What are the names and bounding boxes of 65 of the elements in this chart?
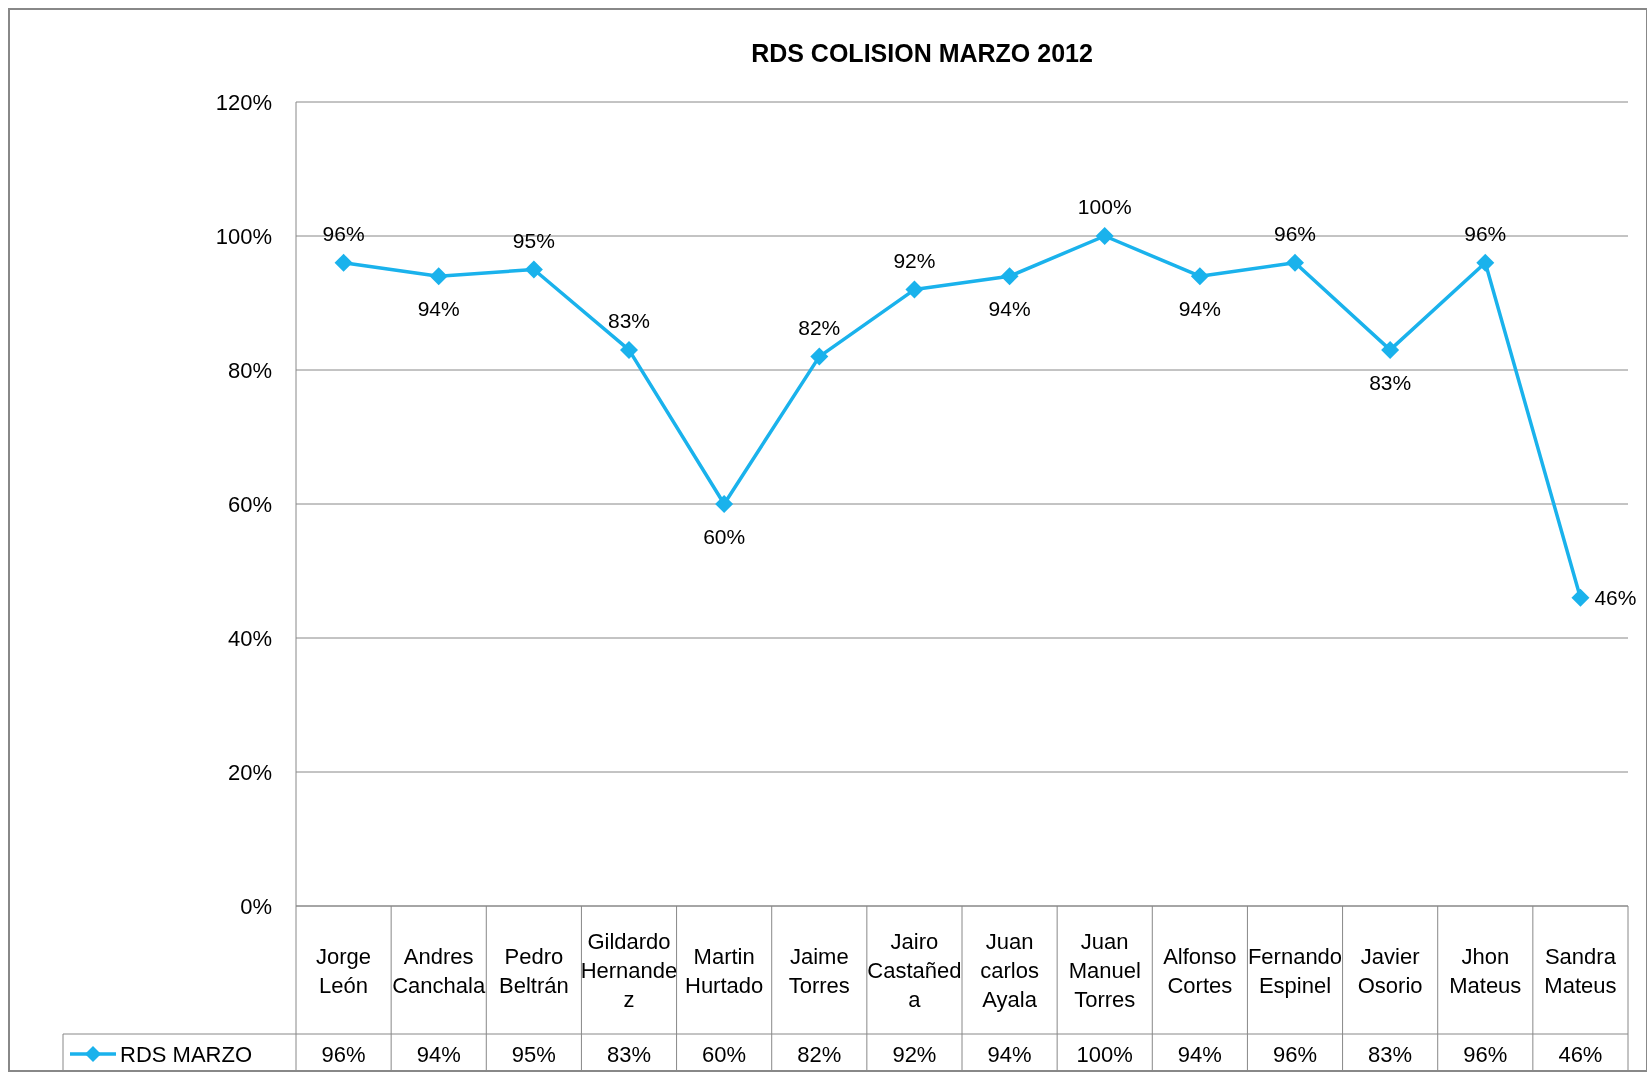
text: 95% bbox=[512, 228, 555, 252]
data-label: 92% bbox=[892, 1042, 937, 1067]
x-tick-label: Gildardo Hernandez bbox=[580, 929, 678, 1012]
text: 96% bbox=[1273, 221, 1317, 245]
legend-label: RDS MARZO bbox=[120, 1042, 252, 1067]
data-label: 83% bbox=[1368, 1042, 1413, 1067]
chart-title: RDS COLISION MARZO 2012 bbox=[751, 39, 1093, 67]
point bbox=[1095, 227, 1114, 245]
data-label: 46% bbox=[1558, 1042, 1603, 1067]
x-tick-label: Andres Canchala bbox=[392, 943, 486, 998]
data-label: 96% bbox=[1463, 1042, 1508, 1067]
y-tick-label: 40% bbox=[227, 626, 272, 651]
x-tick-label: Jaime Torres bbox=[788, 943, 850, 998]
x-tick-label: Jairo Castañeda bbox=[867, 929, 962, 1012]
point bbox=[1190, 267, 1209, 286]
x-tick-label: Pedro Beltrán bbox=[499, 943, 569, 998]
point bbox=[1286, 253, 1304, 272]
text: 60% bbox=[703, 525, 746, 548]
text: 82% bbox=[798, 315, 841, 339]
x-tick-label: Sandra Mateus bbox=[1544, 943, 1617, 998]
point bbox=[524, 260, 543, 279]
text: 96% bbox=[322, 221, 365, 245]
y-tick-label: 120% bbox=[215, 90, 272, 115]
text: 83% bbox=[607, 308, 651, 332]
text: 94% bbox=[417, 297, 460, 321]
point bbox=[334, 253, 353, 272]
point bbox=[715, 495, 734, 513]
point bbox=[810, 347, 829, 366]
x-tick-label: Juan carlos Ayala bbox=[980, 929, 1039, 1012]
data-label: 100% bbox=[1076, 1042, 1133, 1067]
data-label: 94% bbox=[1177, 1042, 1222, 1067]
x-tick-label: Jorge León bbox=[316, 943, 372, 998]
data-label: 96% bbox=[1272, 1042, 1318, 1067]
x-tick-label: Martin Hurtado bbox=[685, 943, 764, 998]
text: 94% bbox=[1178, 297, 1221, 321]
x-tick-label: Juan Manuel Torres bbox=[1068, 929, 1141, 1012]
data-label: 94% bbox=[416, 1042, 461, 1067]
y-tick-label: 80% bbox=[227, 358, 272, 383]
text: 100% bbox=[1077, 195, 1132, 218]
point bbox=[1476, 253, 1495, 272]
point bbox=[1000, 267, 1019, 286]
text: 92% bbox=[893, 248, 936, 272]
point bbox=[905, 280, 924, 299]
text: 96% bbox=[1464, 221, 1507, 245]
text: 83% bbox=[1369, 370, 1412, 394]
point bbox=[1571, 588, 1590, 607]
data-label: 95% bbox=[511, 1042, 556, 1067]
text: 94% bbox=[988, 297, 1031, 321]
x-tick-label: Javier Osorio bbox=[1357, 943, 1423, 998]
point bbox=[429, 267, 448, 286]
x-tick-label: Alfonso Cortes bbox=[1163, 943, 1237, 998]
data-label: 60% bbox=[702, 1042, 747, 1067]
text: 46% bbox=[1594, 585, 1637, 609]
y-tick-label: 100% bbox=[215, 224, 272, 249]
data-label: 82% bbox=[797, 1042, 842, 1067]
x-tick-label: Fernando Espinel bbox=[1247, 943, 1343, 998]
x-tick-label: Jhon Mateus bbox=[1449, 943, 1522, 998]
point bbox=[1381, 340, 1400, 359]
data-label: 94% bbox=[987, 1042, 1032, 1067]
point bbox=[620, 340, 638, 359]
data-label: 96% bbox=[321, 1042, 366, 1067]
data-label: 83% bbox=[606, 1042, 652, 1067]
y-tick-label: 0% bbox=[240, 894, 272, 919]
y-tick-label: 20% bbox=[227, 760, 272, 785]
y-tick-label: 60% bbox=[227, 492, 272, 517]
